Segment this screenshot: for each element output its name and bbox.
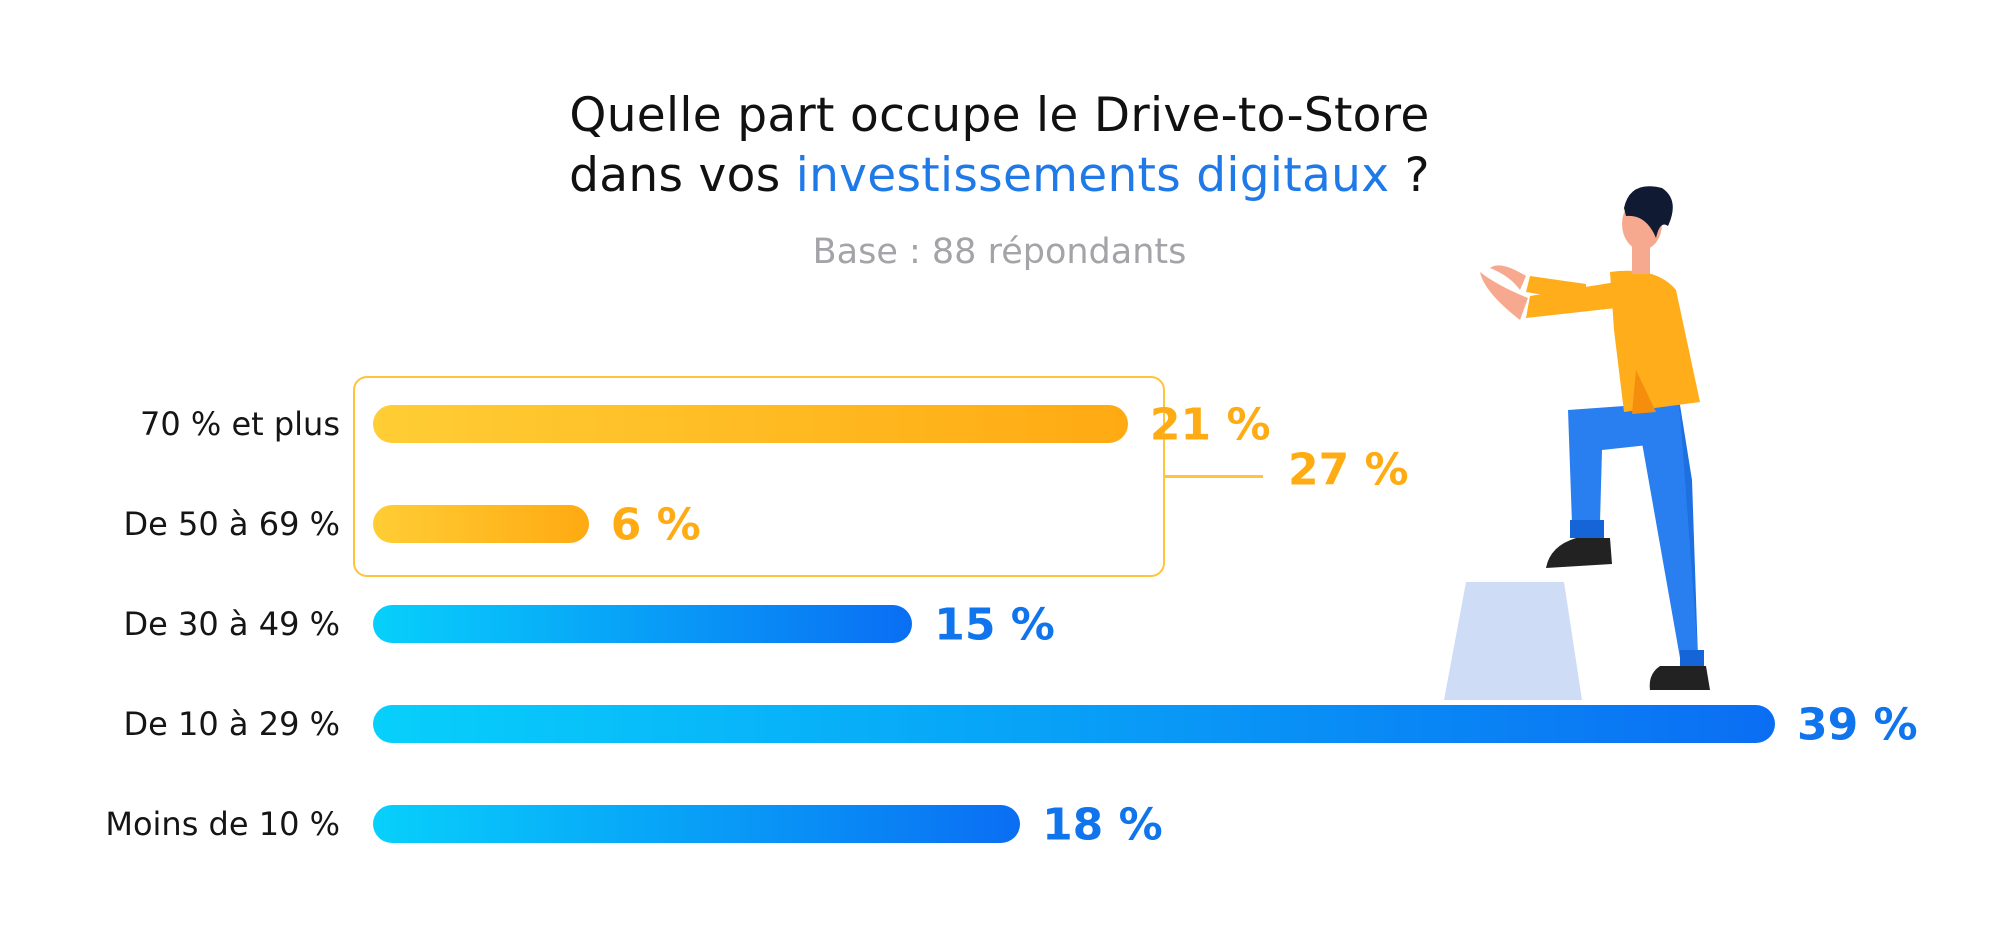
value-label: 15 %	[934, 599, 1055, 651]
title-prefix: dans vos	[569, 148, 796, 203]
value-label: 39 %	[1797, 699, 1918, 751]
chart-title-line2: dans vos investissements digitaux ?	[0, 148, 1999, 203]
person-stepping-on-block-icon	[1444, 186, 1710, 700]
bar	[373, 805, 1021, 843]
bar	[373, 505, 589, 543]
bar	[373, 605, 913, 643]
bar	[373, 705, 1775, 743]
group-total-label: 27 %	[1288, 444, 1409, 496]
value-label: 6 %	[610, 499, 701, 551]
category-label: De 30 à 49 %	[123, 605, 340, 643]
category-label: De 10 à 29 %	[123, 705, 340, 743]
category-label: Moins de 10 %	[105, 805, 340, 843]
category-label: 70 % et plus	[139, 405, 340, 443]
chart-subtitle: Base : 88 répondants	[812, 232, 1187, 272]
group-connector-line	[1165, 475, 1263, 478]
value-label: 18 %	[1042, 799, 1163, 851]
group-bracket-box	[353, 376, 1165, 577]
category-label: De 50 à 69 %	[123, 505, 340, 543]
title-highlight: investissements digitaux	[795, 148, 1390, 203]
value-label: 21 %	[1149, 399, 1271, 451]
title-suffix: ?	[1389, 148, 1430, 203]
bar	[373, 405, 1128, 443]
chart-title-line1: Quelle part occupe le Drive-to-Store	[569, 88, 1430, 143]
